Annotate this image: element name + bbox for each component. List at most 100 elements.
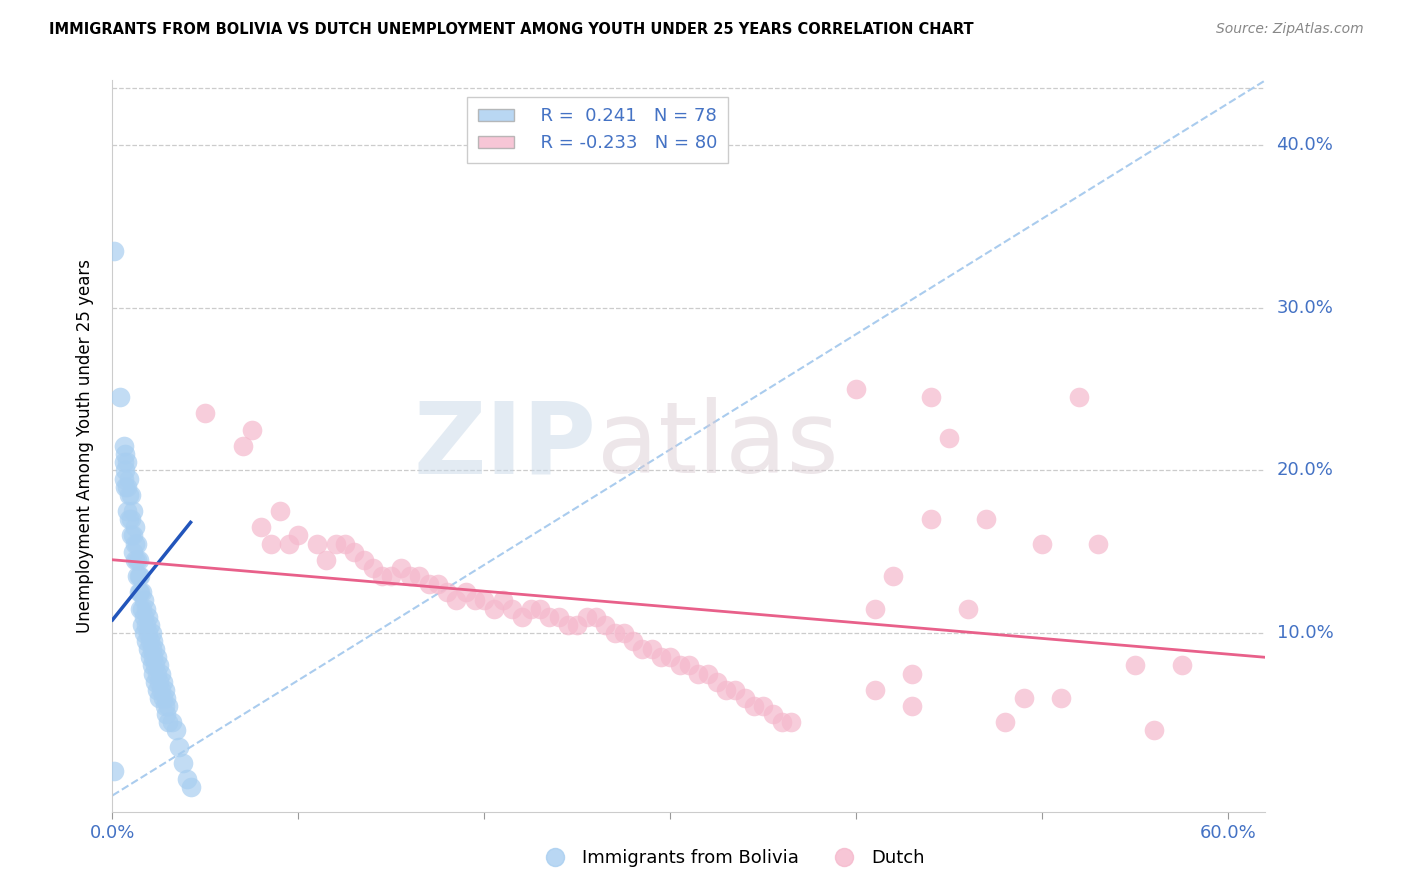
Point: [994, 715, 1017, 730]
Point: [380, 569, 402, 583]
Point: [659, 650, 682, 665]
Point: [194, 407, 217, 421]
Point: [399, 569, 422, 583]
Point: [117, 455, 139, 469]
Point: [343, 544, 366, 558]
Text: ZIP: ZIP: [413, 398, 596, 494]
Point: [153, 682, 176, 697]
Point: [122, 528, 145, 542]
Point: [138, 634, 160, 648]
Point: [129, 585, 152, 599]
Point: [585, 609, 607, 624]
Point: [575, 609, 598, 624]
Point: [668, 658, 690, 673]
Point: [240, 423, 263, 437]
Point: [250, 520, 273, 534]
Text: 20.0%: 20.0%: [1277, 461, 1333, 479]
Point: [510, 609, 533, 624]
Point: [762, 707, 785, 722]
Point: [125, 536, 148, 550]
Point: [446, 593, 468, 607]
Point: [125, 569, 148, 583]
Point: [426, 577, 449, 591]
Point: [120, 512, 142, 526]
Point: [124, 536, 146, 550]
Point: [135, 617, 157, 632]
Point: [259, 536, 281, 550]
Point: [845, 382, 868, 396]
Point: [724, 682, 747, 697]
Point: [165, 723, 187, 738]
Point: [678, 658, 700, 673]
Point: [114, 463, 136, 477]
Point: [557, 617, 579, 632]
Point: [1050, 690, 1073, 705]
Point: [482, 601, 505, 615]
Point: [464, 593, 486, 607]
Point: [136, 626, 159, 640]
Point: [176, 772, 198, 787]
Point: [146, 666, 169, 681]
Point: [114, 447, 136, 461]
Point: [287, 528, 309, 542]
Point: [780, 715, 803, 730]
Point: [108, 390, 131, 404]
Point: [688, 666, 710, 681]
Point: [492, 593, 515, 607]
Point: [1087, 536, 1109, 550]
Point: [114, 480, 136, 494]
Point: [136, 609, 159, 624]
Point: [520, 601, 543, 615]
Point: [124, 520, 146, 534]
Point: [593, 617, 616, 632]
Text: IMMIGRANTS FROM BOLIVIA VS DUTCH UNEMPLOYMENT AMONG YOUTH UNDER 25 YEARS CORRELA: IMMIGRANTS FROM BOLIVIA VS DUTCH UNEMPLO…: [49, 22, 974, 37]
Point: [146, 682, 169, 697]
Point: [128, 569, 150, 583]
Point: [621, 634, 644, 648]
Point: [371, 569, 394, 583]
Point: [103, 764, 125, 778]
Point: [938, 431, 960, 445]
Point: [141, 626, 163, 640]
Point: [143, 658, 166, 673]
Point: [143, 642, 166, 657]
Point: [157, 715, 180, 730]
Point: [1123, 658, 1146, 673]
Point: [706, 674, 728, 689]
Point: [1012, 690, 1035, 705]
Point: [976, 512, 998, 526]
Point: [135, 601, 157, 615]
Point: [474, 593, 496, 607]
Y-axis label: Unemployment Among Youth under 25 years: Unemployment Among Youth under 25 years: [76, 259, 94, 633]
Point: [863, 682, 886, 697]
Point: [138, 650, 160, 665]
Point: [172, 756, 194, 770]
Point: [112, 439, 135, 453]
Point: [418, 577, 440, 591]
Point: [131, 585, 153, 599]
Point: [129, 601, 152, 615]
Point: [863, 601, 886, 615]
Point: [315, 553, 337, 567]
Point: [567, 617, 589, 632]
Point: [742, 699, 765, 714]
Text: 40.0%: 40.0%: [1277, 136, 1333, 154]
Text: atlas: atlas: [596, 398, 838, 494]
Point: [901, 699, 924, 714]
Point: [155, 707, 177, 722]
Point: [770, 715, 793, 730]
Point: [180, 780, 202, 795]
Text: Source: ZipAtlas.com: Source: ZipAtlas.com: [1216, 22, 1364, 37]
Point: [613, 626, 636, 640]
Point: [1143, 723, 1166, 738]
Point: [752, 699, 775, 714]
Point: [547, 609, 569, 624]
Point: [529, 601, 551, 615]
Point: [142, 634, 165, 648]
Point: [305, 536, 328, 550]
Point: [136, 642, 159, 657]
Point: [361, 561, 384, 575]
Point: [122, 544, 145, 558]
Point: [882, 569, 904, 583]
Text: 10.0%: 10.0%: [1277, 624, 1333, 642]
